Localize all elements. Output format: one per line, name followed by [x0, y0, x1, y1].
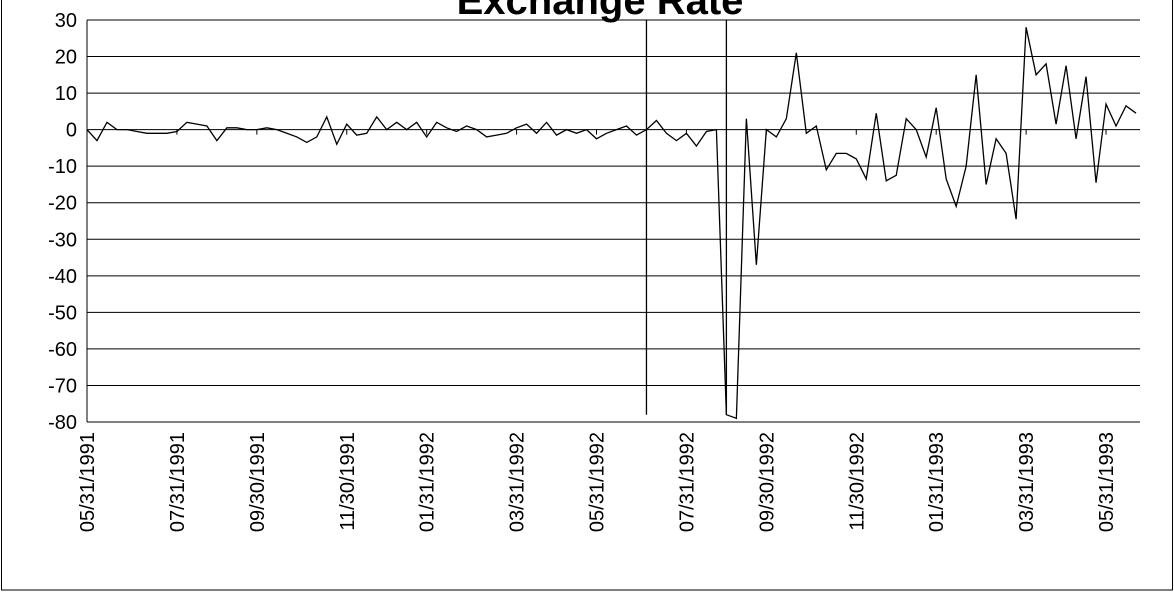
x-tick-label: 05/31/1992: [587, 432, 609, 532]
y-tick-label: -30: [48, 229, 77, 251]
x-tick-label: 07/31/1991: [167, 432, 189, 532]
y-tick-label: -60: [48, 339, 77, 361]
x-tick-label: 11/30/1991: [337, 432, 359, 531]
y-tick-label: 0: [66, 120, 77, 142]
x-tick-label: 05/31/1993: [1096, 432, 1118, 532]
y-tick-label: -50: [48, 302, 77, 324]
y-tick-label: -80: [48, 412, 77, 434]
x-tick-label: 01/31/1992: [417, 432, 439, 532]
x-tick-label: 03/31/1992: [507, 432, 529, 532]
y-tick-label: -40: [48, 266, 77, 288]
y-tick-label: 30: [55, 10, 77, 32]
chart-title: Exchange Rate: [457, 0, 744, 23]
x-tick-label: 09/30/1992: [756, 432, 778, 532]
x-tick-label: 01/31/1993: [926, 432, 948, 532]
x-tick-label: 03/31/1993: [1016, 432, 1038, 532]
x-tick-label: 11/30/1992: [846, 432, 868, 531]
x-tick-label: 05/31/1991: [77, 432, 99, 532]
x-tick-label: 07/31/1992: [676, 432, 698, 532]
y-tick-label: -10: [48, 156, 77, 178]
y-tick-label: 10: [55, 83, 77, 105]
x-tick-label: 09/30/1991: [247, 432, 269, 532]
y-tick-label: 20: [55, 47, 77, 69]
y-tick-label: -20: [48, 193, 77, 215]
y-tick-label: -70: [48, 375, 77, 397]
line-series: [86, 27, 1137, 420]
